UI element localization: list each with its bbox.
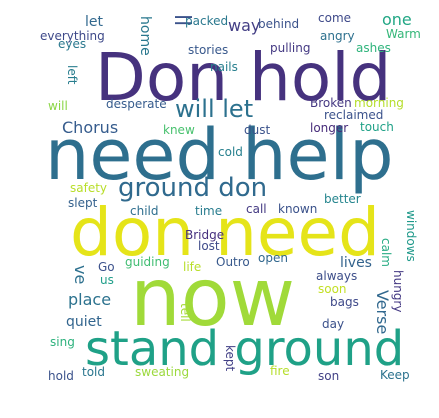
word-bridge: Bridge — [185, 228, 225, 242]
word-place: place — [68, 290, 112, 309]
word-verse: Verse — [373, 290, 392, 335]
word-don-need: don need — [70, 194, 381, 271]
word-pulling: pulling — [270, 41, 311, 55]
word-hungry: hungry — [391, 270, 405, 313]
word-life: life — [183, 260, 202, 274]
word-ll: ll — [169, 14, 194, 27]
word-nails: nails — [210, 60, 238, 74]
word-stand-ground: stand ground — [85, 321, 405, 377]
word-day: day — [322, 317, 345, 331]
word-touch: touch — [360, 120, 394, 134]
word-chorus: Chorus — [62, 118, 119, 137]
word-home: home — [137, 16, 153, 56]
word-come: come — [318, 11, 352, 25]
word-outro: Outro — [216, 255, 250, 269]
word-son: son — [318, 369, 340, 383]
word-open: open — [258, 251, 288, 265]
word-hold: hold — [48, 369, 74, 383]
word-warm: Warm — [386, 27, 421, 41]
word-lost: lost — [198, 239, 220, 253]
word-calm: calm — [379, 238, 393, 267]
word-us: us — [100, 273, 114, 287]
word-soon: soon — [318, 282, 347, 296]
word-knew: knew — [163, 123, 195, 137]
word-stories: stories — [188, 43, 229, 57]
word-behind: behind — [258, 17, 300, 31]
word-ashes: ashes — [356, 41, 391, 55]
word-one: one — [382, 10, 412, 29]
word-kept: kept — [223, 345, 237, 372]
word-everything: everything — [40, 29, 105, 43]
word-windows: windows — [404, 210, 418, 262]
word-call: call — [246, 202, 267, 216]
word-cold: cold — [218, 145, 243, 159]
word-lives: lives — [340, 255, 372, 271]
word-way: way — [228, 16, 261, 35]
word-quiet: quiet — [66, 314, 102, 330]
word-will: will — [48, 99, 68, 113]
word-safety: safety — [70, 181, 108, 195]
word-told: told — [82, 365, 105, 379]
word-bags: bags — [330, 295, 359, 309]
word-better: better — [324, 192, 361, 206]
word-need-help: need help — [45, 114, 394, 196]
word-ground-don: ground don — [118, 173, 268, 203]
word-fire: fire — [270, 364, 290, 378]
word-now: now — [130, 251, 296, 344]
word-longer: longer — [310, 121, 349, 135]
word-guiding: guiding — [125, 255, 170, 269]
word-keep: Keep — [380, 368, 410, 382]
word-eyes: eyes — [58, 37, 87, 51]
word-sing: sing — [50, 335, 75, 349]
word-don-hold: Don hold — [95, 39, 392, 116]
word-morning: morning — [354, 96, 404, 110]
word-desperate: desperate — [106, 97, 167, 111]
word-will-let: will let — [175, 95, 254, 123]
word-slept: slept — [68, 196, 98, 210]
word-sweating: sweating — [135, 365, 190, 379]
word-known: known — [278, 202, 318, 216]
word-reclaimed: reclaimed — [324, 108, 384, 122]
word-always: always — [316, 269, 358, 283]
word-tell: tell — [178, 303, 192, 322]
word-dust: dust — [244, 123, 271, 137]
word-packed: packed — [185, 14, 229, 28]
word-time: time — [195, 204, 223, 218]
word-left: left — [65, 65, 79, 85]
word-let: let — [85, 14, 103, 30]
word-child: child — [130, 204, 159, 218]
word-broken: Broken — [310, 96, 352, 110]
word-angry: angry — [320, 29, 355, 43]
word-ve: ve — [71, 265, 90, 285]
word-go: Go — [98, 260, 115, 274]
